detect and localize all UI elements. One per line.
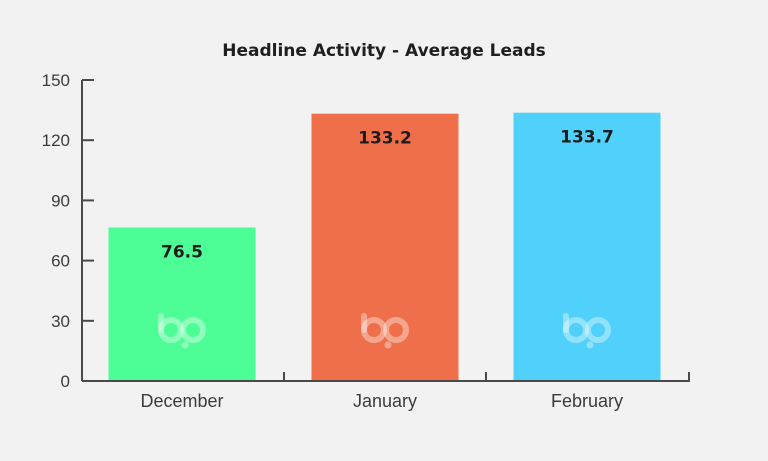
y-tick-label: 60 xyxy=(51,252,70,271)
bp-logo-icon xyxy=(361,313,409,349)
axes-layer xyxy=(81,79,690,382)
data-label: 76.5 xyxy=(161,242,203,262)
bar-january xyxy=(311,113,459,381)
bp-logo-icon xyxy=(563,313,611,349)
data-label: 133.7 xyxy=(560,128,614,148)
data-label: 133.2 xyxy=(358,129,412,149)
bar-february xyxy=(513,112,661,381)
y-tick-label: 0 xyxy=(61,372,70,391)
bars-layer xyxy=(108,112,661,381)
labels-layer: 76.5 December 133.2 January 133.7 February 0 30… xyxy=(42,71,623,411)
x-tick-label: December xyxy=(140,391,223,411)
bp-logo-icon xyxy=(158,313,206,349)
y-tick-label: 150 xyxy=(42,71,70,90)
chart-title: Headline Activity - Average Leads xyxy=(222,41,546,61)
x-tick-label: February xyxy=(551,391,623,411)
y-tick-label: 90 xyxy=(51,191,70,210)
y-tick-label: 120 xyxy=(42,131,70,150)
x-tick-label: January xyxy=(353,391,417,411)
y-tick-label: 30 xyxy=(51,312,70,331)
bar-december xyxy=(108,227,256,381)
